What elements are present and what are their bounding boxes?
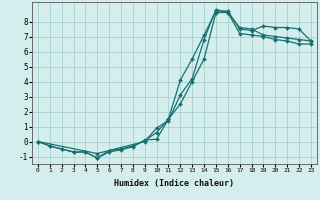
X-axis label: Humidex (Indice chaleur): Humidex (Indice chaleur) — [115, 179, 234, 188]
